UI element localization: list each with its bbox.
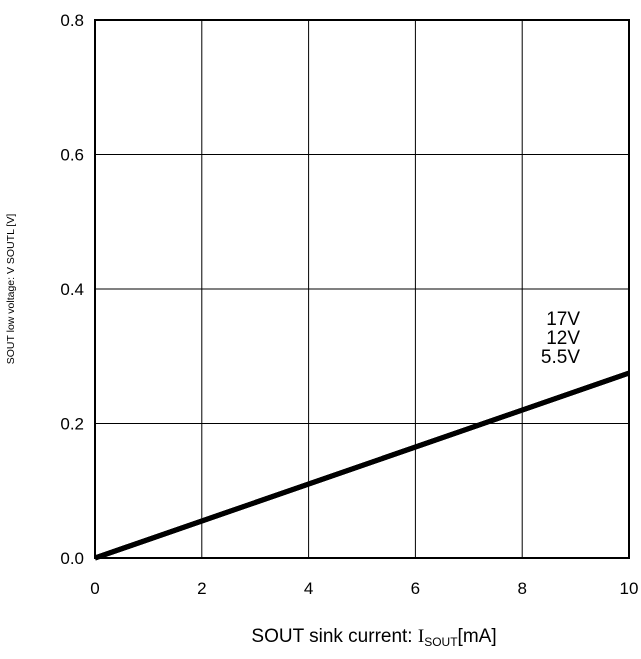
x-axis-title-symbol: I	[418, 626, 424, 647]
x-tick-label: 2	[197, 579, 206, 598]
y-tick-labels: 0.0 0.2 0.4 0.6 0.8	[60, 11, 84, 568]
y-tick-label: 0.6	[60, 146, 84, 165]
series-label: 12V	[546, 328, 580, 349]
y-tick-label: 0.2	[60, 415, 84, 434]
y-tick-label: 0.8	[60, 11, 84, 30]
y-tick-label: 0.0	[60, 549, 84, 568]
x-axis-title-prefix: SOUT sink current:	[251, 626, 417, 647]
x-axis-title-subscript: SOUT	[424, 635, 458, 649]
series-label: 17V	[546, 309, 580, 330]
x-tick-labels: 0 2 4 6 8 10	[90, 579, 638, 598]
x-tick-label: 6	[411, 579, 420, 598]
x-tick-label: 4	[304, 579, 313, 598]
x-axis-title-suffix: [mA]	[458, 626, 497, 647]
series-lines	[94, 370, 630, 561]
x-axis-title: SOUT sink current: ISOUT[mA]	[251, 626, 496, 649]
x-tick-label: 8	[517, 579, 526, 598]
grid-lines	[95, 20, 629, 558]
series-line	[94, 370, 630, 561]
plot-frame	[94, 19, 630, 559]
x-tick-label: 10	[620, 579, 639, 598]
y-tick-label: 0.4	[60, 280, 84, 299]
y-axis-title: SOUT low voltage: V SOUTL [V]	[5, 214, 17, 365]
series-label: 5.5V	[541, 347, 580, 368]
x-tick-label: 0	[90, 579, 99, 598]
